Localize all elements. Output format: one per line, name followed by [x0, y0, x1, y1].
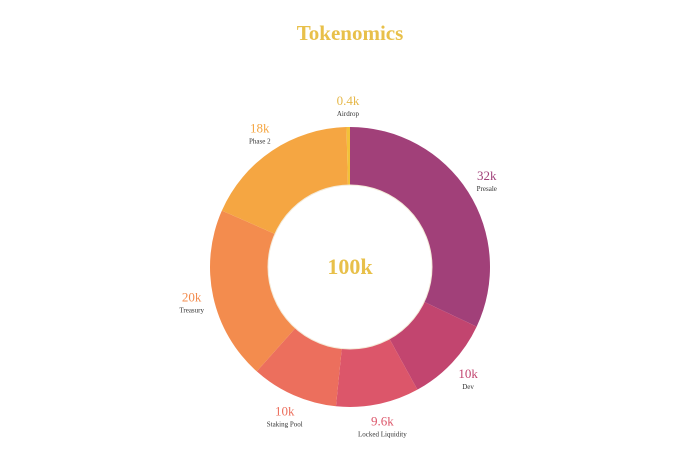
slice-staking-pool — [256, 328, 342, 407]
value-label-locked-liquidity: 9.6k — [371, 414, 394, 429]
slice-airdrop — [346, 127, 350, 186]
slice-phase-2 — [221, 127, 348, 234]
slice-presale — [350, 127, 491, 327]
inner-ring — [267, 184, 433, 350]
chart-title: Tokenomics — [297, 21, 404, 45]
slice-labels: 32k Presale 10k Dev 9.6k Locked Liquidity 10k S… — [179, 93, 497, 439]
name-label-locked-liquidity: Locked Liquidity — [358, 431, 407, 439]
value-label-phase-2: 18k — [250, 120, 270, 135]
center-total-label: 100k — [327, 254, 373, 279]
donut-slices — [210, 127, 491, 407]
name-label-dev: Dev — [462, 383, 474, 391]
name-label-presale: Presale — [477, 185, 497, 193]
value-label-treasury: 20k — [182, 289, 202, 304]
value-label-staking-pool: 10k — [275, 403, 295, 418]
name-label-airdrop: Airdrop — [337, 110, 360, 118]
slice-treasury — [210, 210, 296, 372]
name-label-treasury: Treasury — [179, 306, 204, 314]
slice-locked-liquidity — [335, 338, 418, 407]
value-label-presale: 32k — [477, 168, 497, 183]
value-label-airdrop: 0.4k — [337, 93, 360, 108]
name-label-staking-pool: Staking Pool — [267, 420, 303, 428]
name-label-phase-2: Phase 2 — [249, 137, 271, 145]
slice-dev — [389, 301, 477, 390]
value-label-dev: 10k — [458, 366, 478, 381]
